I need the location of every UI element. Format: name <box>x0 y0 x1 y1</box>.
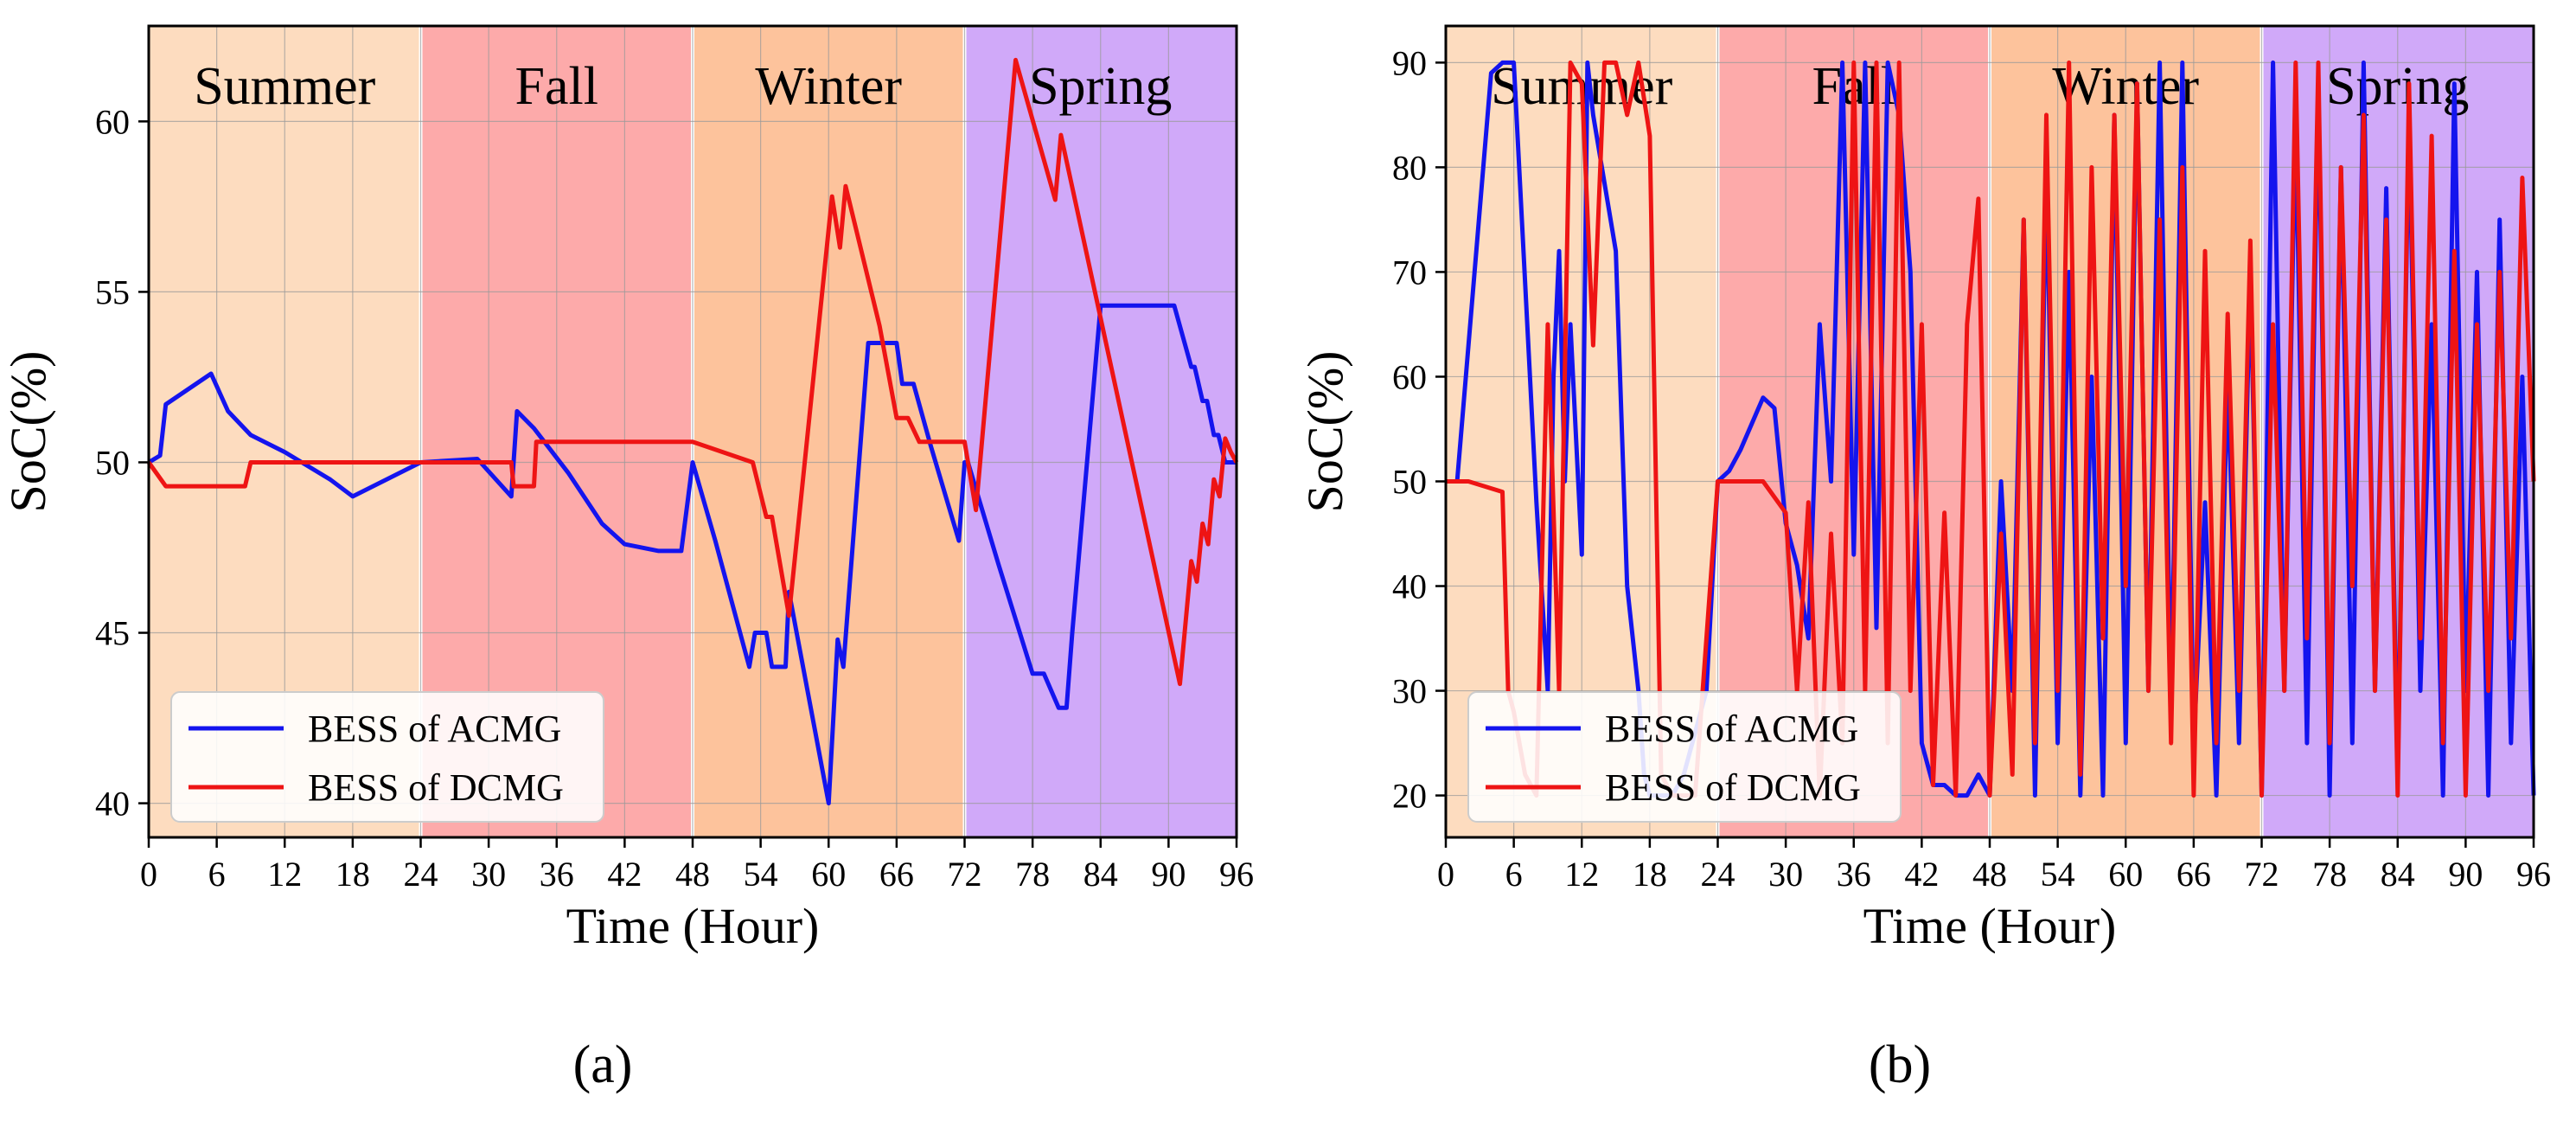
y-tick-label-b-40: 40 <box>1392 567 1427 606</box>
x-tick-label-a-78: 78 <box>1015 855 1050 894</box>
x-tick-label-b-66: 66 <box>2176 855 2211 894</box>
y-tick-label-b-70: 70 <box>1392 253 1427 292</box>
y-tick-label-a-40: 40 <box>95 785 130 824</box>
y-tick-label-a-60: 60 <box>95 102 130 141</box>
y-axis-label-a: SoC(%) <box>0 351 56 513</box>
y-tick-label-b-80: 80 <box>1392 148 1427 187</box>
x-tick-label-b-30: 30 <box>1768 855 1803 894</box>
x-tick-label-a-48: 48 <box>675 855 710 894</box>
y-axis-label-b: SoC(%) <box>1297 351 1353 513</box>
x-tick-label-b-0: 0 <box>1437 855 1454 894</box>
x-tick-label-b-90: 90 <box>2448 855 2483 894</box>
x-tick-label-b-48: 48 <box>1972 855 2007 894</box>
x-tick-label-b-42: 42 <box>1904 855 1939 894</box>
x-tick-label-b-96: 96 <box>2516 855 2551 894</box>
series-line-a-dcmg <box>146 57 1239 687</box>
x-tick-label-a-84: 84 <box>1083 855 1118 894</box>
x-tick-label-a-54: 54 <box>744 855 778 894</box>
legend-label-a-acmg: BESS of ACMG <box>308 708 561 750</box>
x-tick-label-b-72: 72 <box>2245 855 2279 894</box>
x-tick-label-b-78: 78 <box>2312 855 2347 894</box>
x-tick-label-a-12: 12 <box>267 855 302 894</box>
legend-label-b-dcmg: BESS of DCMG <box>1605 766 1861 809</box>
x-tick-label-b-12: 12 <box>1564 855 1599 894</box>
chart-panel-a: Summer Fall Winter Spring 0 6 12 18 24 30 36 42 48 54… <box>0 24 1254 954</box>
y-tick-label-b-20: 20 <box>1392 777 1427 816</box>
legend-label-a-dcmg: BESS of DCMG <box>308 766 564 809</box>
x-tick-label-b-18: 18 <box>1633 855 1667 894</box>
x-axis-label-a: Time (Hour) <box>566 898 820 954</box>
x-tick-label-a-60: 60 <box>811 855 846 894</box>
y-tick-label-a-45: 45 <box>95 614 130 653</box>
x-tick-label-b-36: 36 <box>1837 855 1871 894</box>
x-axis-label-b: Time (Hour) <box>1863 898 2117 954</box>
season-label-a-winter: Winter <box>755 57 902 116</box>
x-tick-label-a-90: 90 <box>1151 855 1186 894</box>
x-tick-label-a-6: 6 <box>208 855 226 894</box>
x-tick-label-a-66: 66 <box>879 855 914 894</box>
y-tick-label-b-60: 60 <box>1392 357 1427 396</box>
x-tick-label-a-36: 36 <box>540 855 574 894</box>
x-tick-label-b-6: 6 <box>1505 855 1523 894</box>
x-tick-label-a-96: 96 <box>1219 855 1254 894</box>
x-tick-label-b-84: 84 <box>2381 855 2415 894</box>
subcaption-b: (b) <box>1868 1035 1932 1094</box>
chart-a-svg: Summer Fall Winter Spring 0 6 12 18 24 30 36 42 48 54… <box>0 24 1254 954</box>
season-label-b-winter: Winter <box>2052 57 2199 116</box>
x-tick-label-a-30: 30 <box>471 855 506 894</box>
x-tick-label-a-24: 24 <box>404 855 438 894</box>
x-tick-label-a-18: 18 <box>336 855 370 894</box>
y-tick-label-a-55: 55 <box>95 272 130 311</box>
y-tick-label-b-30: 30 <box>1392 672 1427 711</box>
season-label-a-fall: Fall <box>515 57 598 116</box>
subcaption-a: (a) <box>572 1035 633 1094</box>
season-label-b-spring: Spring <box>2326 57 2469 116</box>
y-tick-label-a-50: 50 <box>95 443 130 482</box>
season-label-a-spring: Spring <box>1029 57 1172 116</box>
x-tick-label-a-72: 72 <box>948 855 982 894</box>
legend-label-b-acmg: BESS of ACMG <box>1605 708 1858 750</box>
x-tick-label-b-24: 24 <box>1701 855 1735 894</box>
x-tick-label-b-60: 60 <box>2108 855 2143 894</box>
x-tick-label-a-0: 0 <box>140 855 157 894</box>
chart-panel-b: Summer Fall Winter Spring 0 6 12 18 24 30 36 42 48 54… <box>1297 0 2576 1124</box>
series-line-b-dcmg <box>1446 60 2536 798</box>
y-tick-label-b-90: 90 <box>1392 43 1427 82</box>
x-tick-label-a-42: 42 <box>607 855 642 894</box>
y-tick-label-b-50: 50 <box>1392 462 1427 501</box>
season-label-a-summer: Summer <box>194 57 375 116</box>
x-tick-label-b-54: 54 <box>2041 855 2075 894</box>
